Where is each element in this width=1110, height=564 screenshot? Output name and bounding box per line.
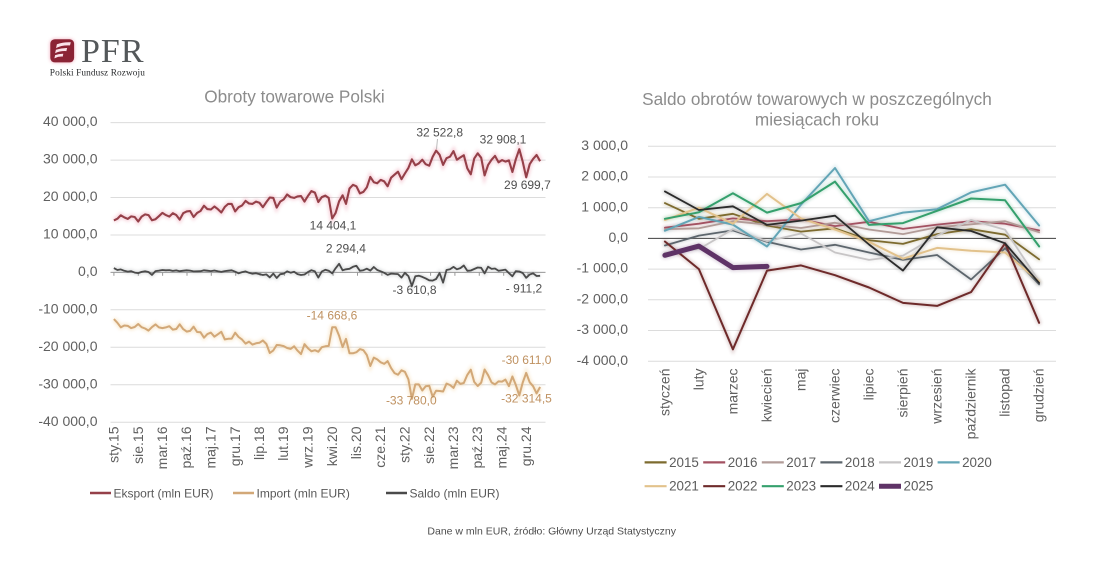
svg-text:styczeń: styczeń xyxy=(657,369,673,416)
svg-text:maj.24: maj.24 xyxy=(494,426,510,468)
svg-text:sty.22: sty.22 xyxy=(397,426,413,463)
svg-text:-4 000,0: -4 000,0 xyxy=(577,352,629,368)
svg-text:miesiącach roku: miesiącach roku xyxy=(755,110,879,130)
svg-text:gru.24: gru.24 xyxy=(518,426,534,466)
svg-text:paź.16: paź.16 xyxy=(178,426,194,468)
svg-text:mar.16: mar.16 xyxy=(154,426,170,469)
svg-text:paź.23: paź.23 xyxy=(469,426,485,468)
svg-text:cze.21: cze.21 xyxy=(372,426,388,467)
svg-text:-10 000,0: -10 000,0 xyxy=(38,300,97,316)
svg-text:mar.23: mar.23 xyxy=(445,426,461,469)
svg-text:2022: 2022 xyxy=(728,479,758,494)
svg-text:marzec: marzec xyxy=(725,369,741,415)
svg-text:2023: 2023 xyxy=(786,479,816,494)
svg-text:14 404,1: 14 404,1 xyxy=(310,219,357,233)
svg-text:2025: 2025 xyxy=(904,479,934,494)
svg-text:sie.15: sie.15 xyxy=(130,426,146,464)
svg-text:PFR: PFR xyxy=(81,33,145,70)
svg-text:2017: 2017 xyxy=(786,455,816,470)
svg-text:Saldo obrotów towarowych w pos: Saldo obrotów towarowych w poszczególnyc… xyxy=(642,89,992,109)
svg-text:2019: 2019 xyxy=(904,455,934,470)
svg-text:kwi.20: kwi.20 xyxy=(324,426,340,466)
svg-text:czerwiec: czerwiec xyxy=(827,369,843,423)
svg-text:0,0: 0,0 xyxy=(78,263,98,279)
svg-text:-3 610,8: -3 610,8 xyxy=(392,283,436,297)
svg-text:Dane w mln EUR, źródło: Główny: Dane w mln EUR, źródło: Główny Urząd Sta… xyxy=(427,525,676,537)
svg-text:Eksport (mln EUR): Eksport (mln EUR) xyxy=(114,487,214,501)
svg-text:- 911,2: - 911,2 xyxy=(506,282,543,296)
svg-text:-32 314,5: -32 314,5 xyxy=(501,392,552,406)
svg-text:październik: październik xyxy=(963,368,979,440)
svg-text:32 908,1: 32 908,1 xyxy=(480,132,527,146)
svg-text:lipiec: lipiec xyxy=(861,369,877,401)
svg-text:2 294,4: 2 294,4 xyxy=(326,242,366,256)
svg-text:-1 000,0: -1 000,0 xyxy=(577,260,629,276)
svg-text:lut.19: lut.19 xyxy=(275,426,291,460)
svg-text:2016: 2016 xyxy=(728,455,758,470)
svg-text:-3 000,0: -3 000,0 xyxy=(577,321,629,337)
svg-text:2020: 2020 xyxy=(962,455,992,470)
svg-text:-33 780,0: -33 780,0 xyxy=(386,394,437,408)
svg-text:gru.17: gru.17 xyxy=(227,426,243,466)
svg-text:-30 611,0: -30 611,0 xyxy=(502,353,552,367)
svg-text:-2 000,0: -2 000,0 xyxy=(577,290,629,306)
svg-text:luty: luty xyxy=(691,369,707,391)
svg-text:20 000,0: 20 000,0 xyxy=(43,188,98,204)
svg-text:2024: 2024 xyxy=(845,479,875,494)
svg-text:3 000,0: 3 000,0 xyxy=(581,137,628,153)
svg-text:kwiecień: kwiecień xyxy=(759,369,775,423)
svg-text:2021: 2021 xyxy=(669,479,699,494)
svg-text:2015: 2015 xyxy=(669,455,699,470)
svg-text:2018: 2018 xyxy=(845,455,875,470)
svg-text:lip.18: lip.18 xyxy=(251,426,267,460)
svg-text:Saldo (mln EUR): Saldo (mln EUR) xyxy=(410,487,500,501)
svg-text:-20 000,0: -20 000,0 xyxy=(38,338,97,354)
svg-text:listopad: listopad xyxy=(997,368,1013,416)
svg-text:sty.15: sty.15 xyxy=(106,426,122,463)
svg-text:Import (mln EUR): Import (mln EUR) xyxy=(257,487,350,501)
svg-text:sierpień: sierpień xyxy=(895,369,911,418)
svg-text:-14 668,6: -14 668,6 xyxy=(307,309,358,323)
svg-text:32 522,8: 32 522,8 xyxy=(416,126,463,140)
svg-text:-30 000,0: -30 000,0 xyxy=(38,375,97,391)
svg-text:1 000,0: 1 000,0 xyxy=(581,198,628,214)
svg-text:30 000,0: 30 000,0 xyxy=(43,151,98,167)
svg-text:10 000,0: 10 000,0 xyxy=(43,226,98,242)
svg-text:-40 000,0: -40 000,0 xyxy=(38,413,97,429)
svg-text:wrzesień: wrzesień xyxy=(929,369,945,425)
svg-text:maj.17: maj.17 xyxy=(203,426,219,468)
svg-text:maj: maj xyxy=(793,369,809,392)
svg-text:grudzień: grudzień xyxy=(1031,369,1047,423)
svg-text:Obroty towarowe Polski: Obroty towarowe Polski xyxy=(204,87,385,107)
svg-text:sie.22: sie.22 xyxy=(421,426,437,464)
svg-text:40 000,0: 40 000,0 xyxy=(43,113,98,129)
svg-text:Polski Fundusz Rozwoju: Polski Fundusz Rozwoju xyxy=(50,68,145,78)
svg-text:29 699,7: 29 699,7 xyxy=(504,178,551,192)
svg-text:wrz.19: wrz.19 xyxy=(300,426,316,468)
svg-text:0,0: 0,0 xyxy=(609,229,629,245)
svg-text:lis.20: lis.20 xyxy=(348,426,364,459)
svg-text:2 000,0: 2 000,0 xyxy=(581,168,628,184)
